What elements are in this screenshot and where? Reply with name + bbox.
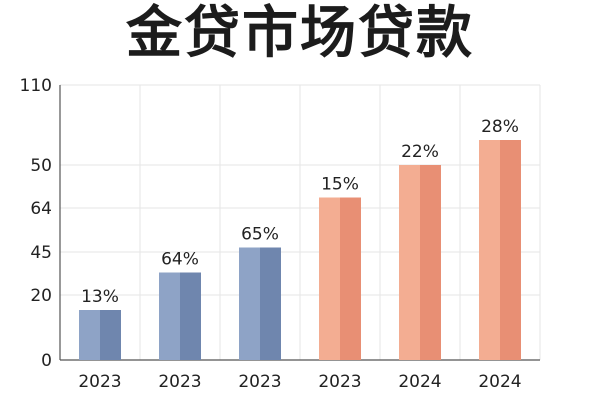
data-label: 22% [401, 142, 439, 162]
bar-face-dark [180, 272, 201, 360]
y-tick-label: 45 [30, 243, 52, 263]
bar-face-light [399, 165, 420, 360]
bar-face-dark [100, 310, 121, 360]
bar-face-light [79, 310, 100, 360]
bar [479, 140, 521, 360]
x-tick-label: 2023 [318, 372, 361, 392]
bar-face-light [479, 140, 500, 360]
bar-face-light [159, 272, 180, 360]
bar [399, 165, 441, 360]
bar-face-dark [500, 140, 521, 360]
bar-face-light [319, 197, 340, 360]
x-tick-label: 2023 [158, 372, 201, 392]
bar-face-dark [340, 197, 361, 360]
bar-face-light [239, 247, 260, 360]
bar [79, 310, 121, 360]
x-tick-label: 2023 [238, 372, 281, 392]
y-tick-label: 0 [41, 351, 52, 371]
y-tick-label: 64 [30, 199, 52, 219]
y-tick-label: 50 [30, 156, 52, 176]
data-label: 65% [241, 225, 279, 245]
bar-face-dark [260, 247, 281, 360]
x-tick-label: 2024 [398, 372, 441, 392]
data-label: 28% [481, 117, 519, 137]
chart-title: 金贷市场贷款 [126, 1, 474, 66]
x-tick-label: 2024 [478, 372, 521, 392]
y-tick-label: 20 [30, 286, 52, 306]
data-label: 64% [161, 250, 199, 270]
bar [239, 247, 281, 360]
bar [319, 197, 361, 360]
bar [159, 272, 201, 360]
data-label: 13% [81, 287, 119, 307]
x-tick-label: 2023 [78, 372, 121, 392]
bar-face-dark [420, 165, 441, 360]
data-label: 15% [321, 175, 359, 195]
y-tick-label: 110 [20, 76, 52, 96]
